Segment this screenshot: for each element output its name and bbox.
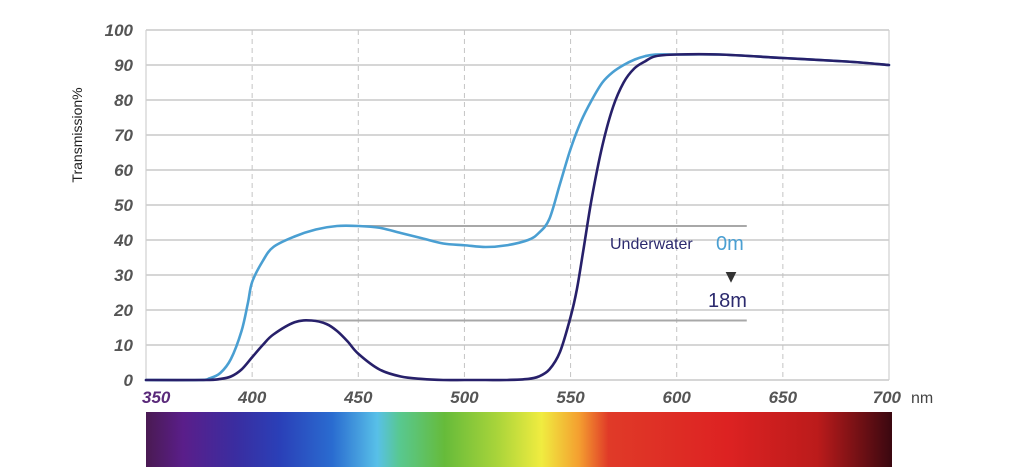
depth-arrow-icon: ▼ — [726, 269, 737, 285]
x-tick-label: 400 — [237, 388, 267, 407]
y-tick-labels: 0 10 20 30 40 50 60 70 80 90 100 — [105, 21, 134, 390]
y-tick-label: 10 — [114, 336, 133, 355]
y-tick-label: 50 — [114, 196, 133, 215]
depth-end-label: 18m — [708, 290, 747, 312]
x-tick-label: 350 — [142, 388, 171, 407]
series-layer — [144, 52, 891, 382]
y-tick-label: 60 — [114, 161, 133, 180]
y-tick-label: 70 — [114, 126, 133, 145]
depth-start-label: 0m — [716, 233, 744, 255]
horizontal-gridlines — [146, 29, 889, 381]
y-tick-label: 80 — [114, 91, 133, 110]
y-tick-label: 30 — [114, 266, 133, 285]
series-line-0m — [144, 52, 891, 382]
y-axis-label: Transmission% — [69, 87, 85, 182]
x-tick-label: 450 — [343, 388, 373, 407]
series-line-18m — [144, 52, 891, 382]
underwater-label: Underwater — [610, 236, 693, 253]
x-axis-unit: nm — [911, 390, 933, 407]
vertical-gridlines — [145, 30, 890, 380]
x-tick-label: 600 — [663, 388, 692, 407]
visible-spectrum-bar — [146, 412, 892, 467]
y-tick-label: 40 — [113, 231, 133, 250]
x-tick-label: 650 — [769, 388, 798, 407]
x-tick-labels: 350 400 450 500 550 600 650 700 — [142, 388, 902, 407]
y-tick-label: 100 — [105, 21, 134, 40]
depth-annotation: Underwater 0m ▼ 18m — [610, 233, 747, 312]
x-tick-label: 550 — [556, 388, 585, 407]
x-tick-label: 700 — [873, 388, 902, 407]
y-tick-label: 0 — [124, 371, 134, 390]
reference-lines — [311, 225, 747, 322]
x-tick-label: 500 — [450, 388, 479, 407]
y-tick-label: 20 — [113, 301, 133, 320]
y-tick-label: 90 — [114, 56, 133, 75]
